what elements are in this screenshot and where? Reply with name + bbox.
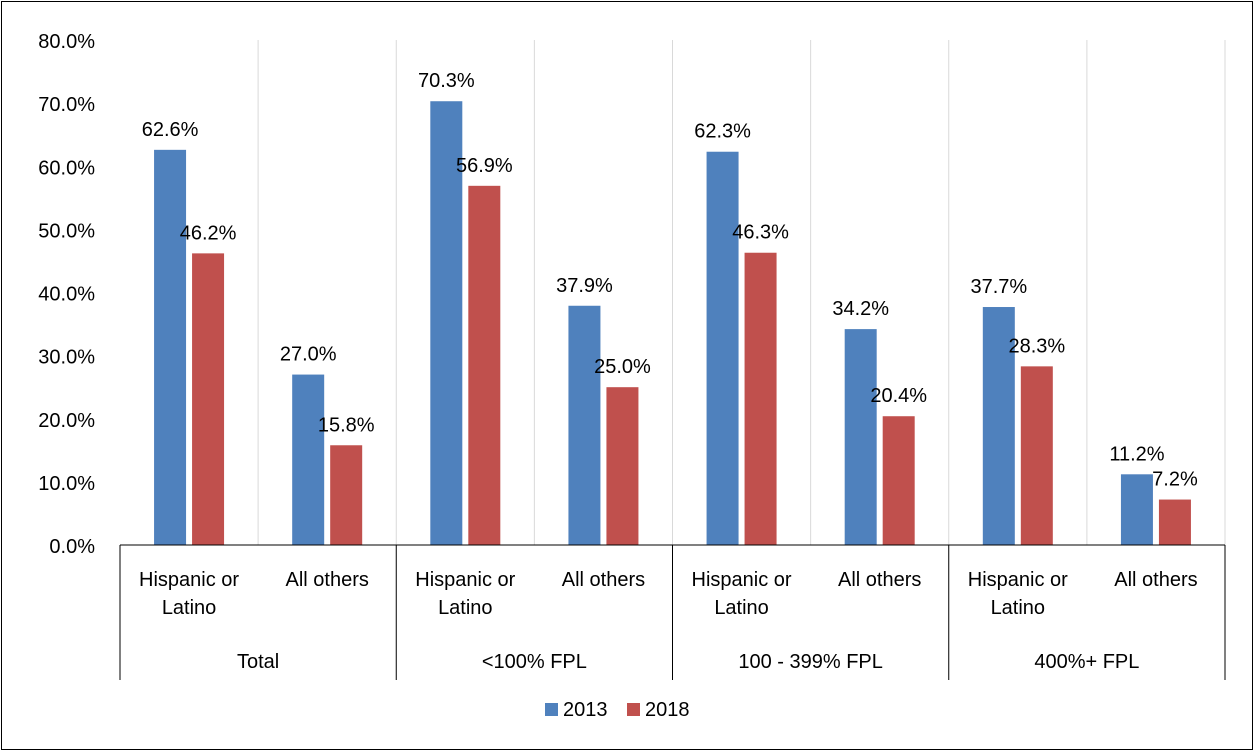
bar-2013 [430,101,463,545]
bar-2013 [292,374,325,545]
gridlines [257,40,1226,545]
data-label: 62.3% [694,121,751,143]
bar-2018 [468,185,501,545]
y-tick-label: 50.0% [38,220,95,242]
axes: 0.0% 10.0% 20.0% 30.0% 40.0% 50.0% 60.0% 70.0% 8… [38,31,1226,680]
bar-2018 [192,253,225,546]
category-label: All others [838,569,921,591]
legend-swatch [627,703,640,716]
category-label: All others [562,569,645,591]
bar-2013 [568,305,601,545]
legend-swatch [545,703,558,716]
y-tick-label: 40.0% [38,284,95,306]
category-label: All others [1114,569,1197,591]
y-tick-label: 10.0% [38,473,95,495]
y-tick-label: 70.0% [38,94,95,116]
data-label: 62.6% [142,119,199,141]
y-tick-label: 20.0% [38,410,95,432]
legend-label: 2013 [563,699,608,721]
data-label: 70.3% [418,70,475,92]
category-label: Hispanic or Latino [139,569,239,619]
data-label: 46.2% [180,222,237,244]
data-label: 37.9% [556,275,613,297]
category-label: Hispanic or Latino [968,569,1068,619]
data-label: 34.2% [832,298,889,320]
data-label: 25.0% [594,356,651,378]
legend: 2013 2018 [545,699,690,721]
y-tick-label: 60.0% [38,157,95,179]
data-label: 15.8% [318,414,375,436]
bar-2013 [706,151,739,545]
group-label: 400%+ FPL [1034,651,1139,673]
y-tick-label: 30.0% [38,347,95,369]
bar-2013 [154,149,187,545]
bar-2013 [1120,474,1153,545]
data-label: 7.2% [1152,469,1198,491]
bar-2018 [1020,366,1053,545]
bar-2013 [844,329,877,545]
y-tick-label: 80.0% [38,31,95,53]
category-label: Hispanic or Latino [415,569,515,619]
y-tick-label: 0.0% [49,536,95,558]
bar-2018 [1158,499,1191,545]
data-label: 56.9% [456,155,513,177]
data-label: 46.3% [732,222,789,244]
bar-2018 [606,387,639,545]
data-label: 37.7% [970,276,1027,298]
data-label: 11.2% [1109,443,1164,465]
bars [154,101,1191,546]
group-label: 100 - 399% FPL [738,651,883,673]
data-label: 20.4% [870,385,927,407]
group-label: Total [237,651,279,673]
bar-2013 [982,307,1015,545]
category-label: Hispanic or Latino [692,569,792,619]
legend-label: 2018 [645,699,690,721]
category-label: All others [286,569,369,591]
data-label: 28.3% [1008,335,1065,357]
bar-2018 [882,416,915,545]
bar-2018 [330,445,363,545]
bar-2018 [744,252,777,545]
group-label: <100% FPL [482,651,587,673]
data-labels: 62.6% 46.2% 27.0% 15.8% 70.3% 56.9% 37.9% 25.0%… [142,70,1198,490]
data-label: 27.0% [280,344,337,366]
